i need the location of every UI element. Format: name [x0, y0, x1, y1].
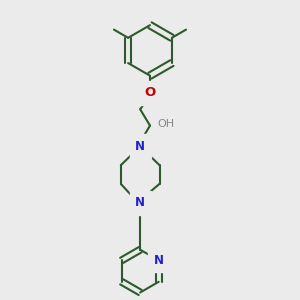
Text: N: N	[135, 140, 145, 153]
Text: O: O	[144, 86, 156, 99]
Text: N: N	[154, 254, 164, 267]
Text: N: N	[135, 196, 145, 209]
Text: OH: OH	[158, 119, 175, 129]
